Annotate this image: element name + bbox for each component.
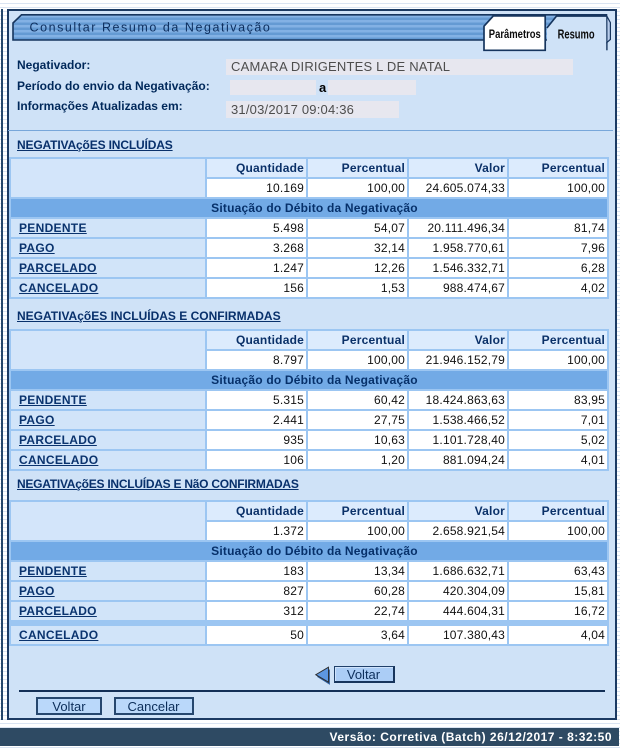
svg-text:Consultar Resumo da Negativaçã: Consultar Resumo da Negativação bbox=[30, 21, 272, 35]
svg-text:Resumo: Resumo bbox=[558, 28, 595, 42]
svg-text:Parâmetros: Parâmetros bbox=[489, 27, 541, 41]
